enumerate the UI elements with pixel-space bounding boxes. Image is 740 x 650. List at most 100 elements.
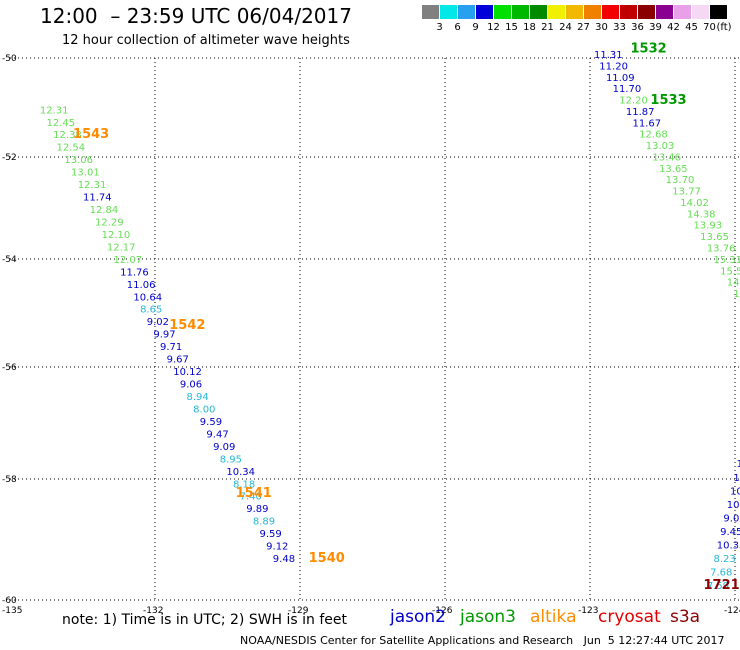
x-tick-label: -124 <box>724 606 740 616</box>
units-note: note: 1) Time is in UTC; 2) SWH is in fe… <box>62 612 348 628</box>
swh-data-point: 7.68 <box>710 568 732 579</box>
legend-swatch <box>458 5 475 19</box>
swh-data-point: 14.02 <box>680 198 709 209</box>
pass-number-label: 1533 <box>650 93 686 108</box>
legend-value-label: 24 <box>559 22 572 33</box>
swh-data-point: 9.97 <box>153 330 175 341</box>
x-tick-label: -123 <box>578 606 598 616</box>
swh-data-point: 13.65 <box>659 164 688 175</box>
satellite-legend-item: altika <box>530 607 577 627</box>
legend-value-label: 21 <box>541 22 554 33</box>
legend-value-label: 9 <box>472 22 479 33</box>
swh-data-point: 9.89 <box>246 504 268 515</box>
swh-data-point: 9.67 <box>167 355 189 366</box>
legend-value-label: 6 <box>454 22 461 33</box>
pass-number-label: 1532 <box>631 42 667 57</box>
color-scale-legend: 3 6 9 12 15 18 21 24 27 30 33 36 39 42 45 70 (ft) <box>422 5 732 37</box>
swh-data-point: 15.31 <box>713 255 740 266</box>
swh-data-point: 12.45 <box>47 118 76 129</box>
swh-data-point: 9.02 <box>147 317 169 328</box>
swh-data-point: 12.10 <box>102 230 131 241</box>
legend-swatch <box>530 5 547 19</box>
y-tick-label: -54 <box>2 255 17 265</box>
swh-data-point: 10.34 <box>226 467 255 478</box>
pass-number-label: 1721 <box>704 578 740 593</box>
legend-value-label: 45 <box>685 22 698 33</box>
pass-number-label: 1542 <box>169 318 205 333</box>
pass-number-label: 1540 <box>309 551 345 566</box>
chart-subtitle: 12 hour collection of altimeter wave hei… <box>62 33 350 48</box>
swh-data-point: 7.59 <box>707 581 729 592</box>
swh-data-point: 9.59 <box>260 529 282 540</box>
swh-data-point: 11.87 <box>626 107 655 118</box>
legend-swatch <box>422 5 439 19</box>
swh-data-point: 13.01 <box>71 168 100 179</box>
swh-data-point: 13.46 <box>652 152 681 163</box>
legend-swatch <box>710 5 727 19</box>
swh-data-point: 13.77 <box>672 187 701 198</box>
legend-swatch <box>494 5 511 19</box>
swh-data-point: 13.93 <box>694 221 723 232</box>
swh-data-point: 9.47 <box>206 429 228 440</box>
swh-data-point: 11.31 <box>594 50 623 61</box>
legend-value-label: 15 <box>505 22 518 33</box>
y-tick-label: -58 <box>2 475 17 485</box>
swh-data-point: 14.30 <box>733 289 740 300</box>
pass-number-label: 1543 <box>73 127 109 142</box>
swh-data-point: 9.59 <box>200 417 222 428</box>
legend-value-label: 33 <box>613 22 626 33</box>
y-tick-label: -60 <box>2 596 17 606</box>
legend-value-label: 39 <box>649 22 662 33</box>
legend-swatch <box>512 5 529 19</box>
swh-data-point: 8.94 <box>187 392 209 403</box>
legend-swatch <box>674 5 691 19</box>
chart-title: 12:00 – 23:59 UTC 06/04/2017 <box>40 4 352 28</box>
swh-data-point: 12.54 <box>56 143 85 154</box>
legend-swatch <box>566 5 583 19</box>
swh-data-point: 12.17 <box>107 242 136 253</box>
swh-data-point: 11.70 <box>613 84 642 95</box>
swh-data-point: 13.70 <box>666 175 695 186</box>
y-tick-label: -56 <box>2 363 17 373</box>
swh-data-point: 11.74 <box>83 193 112 204</box>
footer-credit: NOAA/NESDIS Center for Satellite Applica… <box>240 634 725 647</box>
swh-data-point: 9.06 <box>180 380 202 391</box>
satellite-legend-item: s3a <box>670 607 701 627</box>
legend-value-label: 70 <box>703 22 716 33</box>
legend-unit-label: (ft) <box>716 22 732 33</box>
swh-data-point: 10.01 <box>733 473 740 484</box>
swh-data-point: 15.58 <box>720 266 740 277</box>
swh-data-point: 10.33 <box>717 541 740 552</box>
legend-value-label: 12 <box>487 22 500 33</box>
swh-data-point: 12.31 <box>78 180 107 191</box>
swh-data-point: 13.76 <box>707 243 736 254</box>
swh-data-point: 7.40 <box>240 492 262 503</box>
swh-data-point: 14.38 <box>687 209 716 220</box>
legend-value-label: 42 <box>667 22 680 33</box>
legend-value-label: 18 <box>523 22 536 33</box>
legend-value-label: 36 <box>631 22 644 33</box>
swh-data-point: 12.29 <box>95 217 124 228</box>
legend-swatch <box>476 5 493 19</box>
swh-data-point: 8.65 <box>140 305 162 316</box>
swh-data-point: 12.84 <box>90 205 119 216</box>
swh-data-point: 10.95 <box>730 486 740 497</box>
swh-data-point: 8.18 <box>233 479 255 490</box>
swh-data-point: 10.12 <box>173 367 202 378</box>
legend-swatch <box>692 5 709 19</box>
legend-swatch <box>548 5 565 19</box>
swh-data-point: 10.64 <box>133 292 162 303</box>
swh-data-point: 8.89 <box>253 517 275 528</box>
legend-value-label: 30 <box>595 22 608 33</box>
swh-data-point: 14.70 <box>727 278 740 289</box>
swh-data-point: 10.50 <box>727 500 740 511</box>
legend-swatch <box>602 5 619 19</box>
legend-swatch <box>584 5 601 19</box>
y-tick-label: -52 <box>2 153 17 163</box>
swh-data-point: 13.65 <box>700 232 729 243</box>
satellite-legend-item: cryosat <box>598 607 661 627</box>
legend-swatch <box>638 5 655 19</box>
swh-data-point: 9.09 <box>213 442 235 453</box>
swh-data-point: 13.06 <box>64 155 93 166</box>
